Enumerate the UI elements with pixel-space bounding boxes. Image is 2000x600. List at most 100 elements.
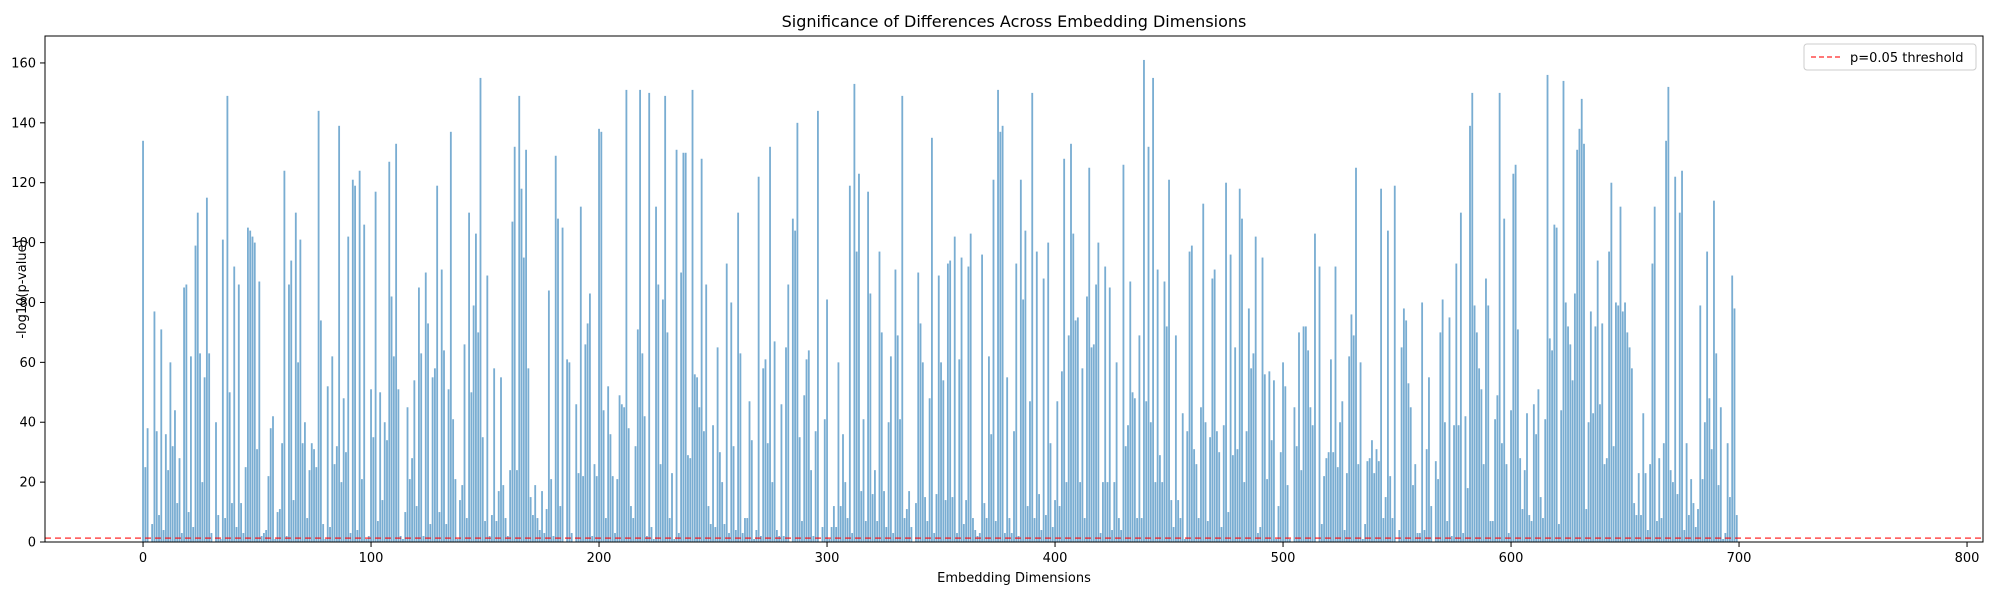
bar [1063, 158, 1066, 542]
bar [673, 539, 676, 542]
bar [944, 500, 947, 542]
bar [1325, 458, 1328, 542]
bar [1218, 452, 1221, 542]
bar [1644, 473, 1647, 542]
bar [960, 257, 963, 542]
bar [274, 539, 277, 542]
bar [226, 95, 229, 542]
bar [1583, 143, 1585, 543]
bar [814, 431, 817, 542]
bar [1610, 182, 1613, 542]
bar [757, 176, 760, 542]
bar [730, 302, 733, 542]
bar [1423, 530, 1426, 542]
bar [190, 356, 192, 542]
bar [817, 110, 819, 542]
bar [1124, 446, 1127, 542]
bar [1592, 413, 1595, 542]
bar [322, 524, 325, 542]
bar [910, 527, 913, 542]
bar [958, 359, 961, 542]
bar [520, 188, 523, 542]
bar [315, 467, 318, 542]
bar [1551, 350, 1553, 542]
bar [324, 539, 327, 542]
bar [764, 359, 767, 542]
bar [1133, 398, 1136, 542]
bar [1143, 59, 1145, 542]
bar [1174, 335, 1177, 542]
bar [999, 131, 1002, 542]
y-tick-label: 160 [11, 56, 36, 71]
bar [762, 368, 765, 542]
bar [639, 89, 641, 542]
bar [853, 83, 856, 542]
bar [440, 269, 443, 542]
bar [810, 470, 812, 542]
bar [1669, 470, 1672, 542]
bar [965, 500, 968, 542]
bar [1596, 260, 1599, 542]
bar [367, 536, 370, 542]
bar [723, 524, 726, 542]
bar [1042, 278, 1045, 542]
bar [1537, 389, 1540, 542]
bar [1213, 269, 1216, 542]
bar [1587, 422, 1590, 542]
bar [803, 395, 806, 542]
bar [1086, 296, 1088, 542]
bar [805, 359, 808, 542]
bar [1466, 488, 1469, 542]
bar [1172, 527, 1175, 542]
bar [1284, 386, 1287, 542]
bar [780, 404, 783, 542]
bar [1469, 125, 1471, 542]
bar [1195, 464, 1198, 542]
bar [543, 533, 546, 542]
bar [908, 491, 911, 542]
bar [1665, 140, 1667, 543]
bars-layer [142, 59, 1738, 543]
bar [342, 398, 345, 542]
bar [488, 536, 491, 542]
bar [981, 254, 983, 542]
bar [299, 239, 302, 542]
bar [237, 284, 240, 542]
bar [1341, 401, 1344, 542]
bar [919, 323, 922, 542]
bar [696, 377, 698, 542]
bar [1482, 464, 1485, 542]
bar [231, 503, 233, 542]
bar [1220, 527, 1223, 542]
bar [454, 479, 457, 542]
bar [839, 506, 842, 542]
bar [1444, 422, 1446, 542]
bar [609, 434, 612, 542]
bar [151, 524, 154, 542]
bar [1001, 125, 1004, 542]
bar [1122, 164, 1125, 542]
bar [333, 464, 336, 542]
bar [659, 464, 662, 542]
bar [718, 452, 721, 542]
bar [1295, 446, 1298, 542]
bar [308, 470, 311, 542]
bar [1170, 500, 1173, 542]
bar [1359, 362, 1362, 542]
bar [1414, 464, 1417, 542]
bar [329, 527, 331, 542]
bar [937, 275, 940, 542]
bar [1024, 230, 1027, 542]
bar [1054, 500, 1056, 542]
bar [142, 140, 144, 543]
bar [1450, 536, 1453, 542]
bar [796, 122, 799, 542]
bar [712, 425, 714, 542]
bar [1473, 305, 1476, 542]
bar [632, 518, 635, 542]
bar [256, 449, 258, 542]
bar [215, 422, 217, 542]
bar [1060, 371, 1063, 542]
bar [1357, 464, 1360, 542]
bar [1051, 527, 1054, 542]
